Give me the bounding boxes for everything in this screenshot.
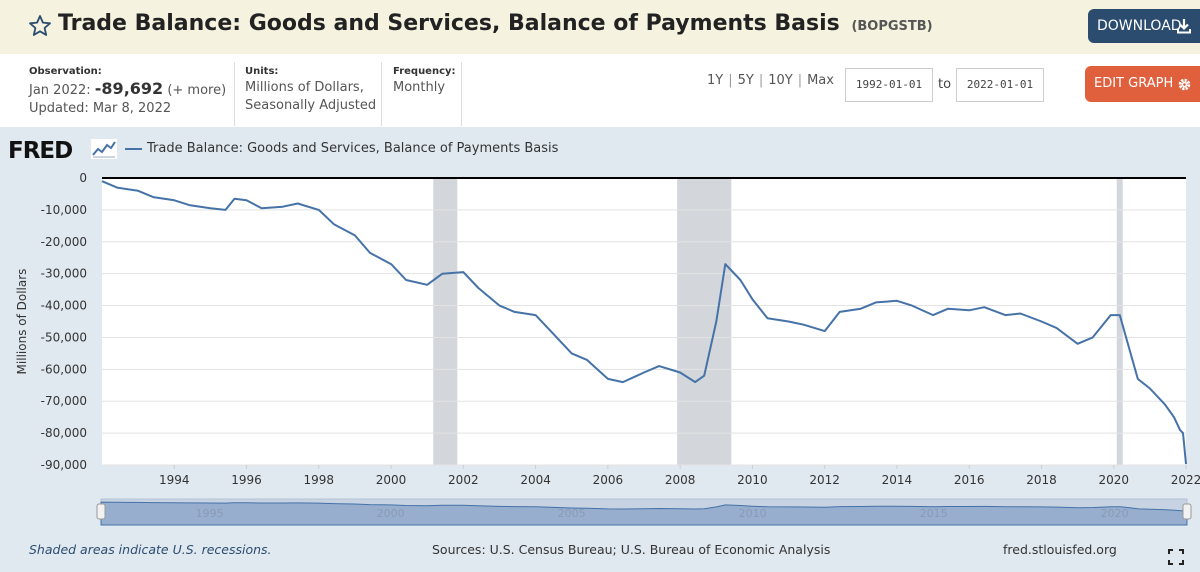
- x-tick-label: 2020: [1098, 473, 1129, 487]
- plot-area: [102, 178, 1186, 465]
- y-tick-label: -70,000: [41, 394, 87, 408]
- units-label: Units:: [245, 66, 279, 77]
- y-tick-label: -20,000: [41, 235, 87, 249]
- x-tick-label: 2008: [665, 473, 696, 487]
- recession-band: [677, 178, 732, 465]
- x-tick-label: 2004: [520, 473, 551, 487]
- y-tick-label: -40,000: [41, 299, 87, 313]
- navigator-label: 2010: [739, 507, 767, 520]
- y-tick-label: -90,000: [41, 458, 87, 472]
- navigator-series: [100, 501, 1188, 526]
- updated-text: Updated: Mar 8, 2022: [29, 101, 172, 116]
- range-10y[interactable]: 10Y: [768, 73, 793, 88]
- observation-more-link[interactable]: (+ more): [167, 83, 227, 98]
- fred-logo: FRED: [8, 138, 73, 164]
- x-tick-label: 2000: [376, 473, 407, 487]
- sources-text: Sources: U.S. Census Bureau; U.S. Bureau…: [432, 542, 831, 557]
- fred-url-link[interactable]: fred.stlouisfed.org: [1003, 542, 1117, 557]
- series-id: (BOPGSTB): [851, 19, 933, 34]
- observation-value: -89,692: [94, 79, 164, 98]
- x-tick-label: 2018: [1026, 473, 1057, 487]
- navigator-label: 2005: [558, 507, 586, 520]
- line-chart[interactable]: 0 -10,000 -20,000 -30,000 -40,000 -50,000 -60,…: [0, 127, 1200, 572]
- to-label: to: [938, 77, 952, 92]
- observation-date: Jan 2022:: [29, 83, 91, 98]
- edit-graph-button[interactable]: EDIT GRAPH: [1085, 66, 1200, 102]
- observation-label: Observation:: [29, 66, 102, 77]
- x-tick-label: 2012: [809, 473, 840, 487]
- range-5y[interactable]: 5Y: [737, 73, 754, 88]
- download-button[interactable]: DOWNLOAD: [1088, 9, 1200, 43]
- legend-swatch: [125, 148, 142, 150]
- range-max[interactable]: Max: [807, 73, 834, 88]
- y-tick-label: -30,000: [41, 267, 87, 281]
- meta-divider: [461, 62, 462, 126]
- frequency-label: Frequency:: [393, 66, 456, 77]
- legend-entry: Trade Balance: Goods and Services, Balan…: [147, 141, 559, 156]
- navigator-label: 2020: [1101, 507, 1129, 520]
- download-icon: [1177, 19, 1191, 34]
- frequency-value: Monthly: [393, 80, 446, 95]
- x-tick-label: 2010: [737, 473, 768, 487]
- end-date-input[interactable]: 2022-01-01: [956, 68, 1044, 102]
- x-tick-label: 2014: [882, 473, 913, 487]
- navigator-label: 2000: [377, 507, 405, 520]
- page-title: Trade Balance: Goods and Services, Balan…: [58, 11, 933, 36]
- range-1y[interactable]: 1Y: [707, 73, 724, 88]
- x-tick-label: 1994: [159, 473, 190, 487]
- fullscreen-icon[interactable]: [1168, 549, 1184, 565]
- x-tick-label: 2006: [593, 473, 624, 487]
- navigator-label: 1995: [196, 507, 224, 520]
- recession-note: Shaded areas indicate U.S. recessions.: [29, 542, 272, 557]
- x-tick-label: 1998: [304, 473, 335, 487]
- edit-graph-label: EDIT GRAPH: [1094, 76, 1174, 91]
- navigator-label: 2015: [920, 507, 948, 520]
- range-selector: 1Y | 5Y | 10Y | Max: [707, 73, 834, 88]
- x-tick-label: 2002: [448, 473, 479, 487]
- star-outline-icon[interactable]: [28, 14, 52, 38]
- units-line1: Millions of Dollars,: [245, 80, 364, 95]
- units-line2: Seasonally Adjusted: [245, 98, 377, 113]
- fred-logo-icon: [91, 139, 117, 159]
- gear-icon: [1178, 78, 1191, 91]
- start-date-input[interactable]: 1992-01-01: [845, 68, 933, 102]
- recession-band: [433, 178, 458, 465]
- y-tick-label: 0: [79, 171, 87, 185]
- observation-line: Jan 2022: -89,692 (+ more): [29, 80, 226, 100]
- meta-divider: [234, 62, 235, 126]
- x-tick-label: 2022: [1171, 473, 1200, 487]
- navigator-handle-right[interactable]: [1182, 503, 1192, 520]
- x-tick-label: 1996: [231, 473, 262, 487]
- series-line[interactable]: [101, 180, 1187, 465]
- recession-band: [1116, 178, 1123, 465]
- series-title: Trade Balance: Goods and Services, Balan…: [58, 11, 840, 36]
- download-label: DOWNLOAD: [1097, 18, 1182, 34]
- y-tick-label: -50,000: [41, 330, 87, 344]
- y-tick-label: -10,000: [41, 203, 87, 217]
- y-tick-label: -80,000: [41, 426, 87, 440]
- y-tick-label: -60,000: [41, 362, 87, 376]
- meta-divider: [381, 62, 382, 126]
- navigator-handle-left[interactable]: [96, 503, 106, 520]
- y-axis-title: Millions of Dollars: [15, 269, 29, 375]
- title-bar: Trade Balance: Goods and Services, Balan…: [0, 0, 1200, 54]
- x-tick-label: 2016: [954, 473, 985, 487]
